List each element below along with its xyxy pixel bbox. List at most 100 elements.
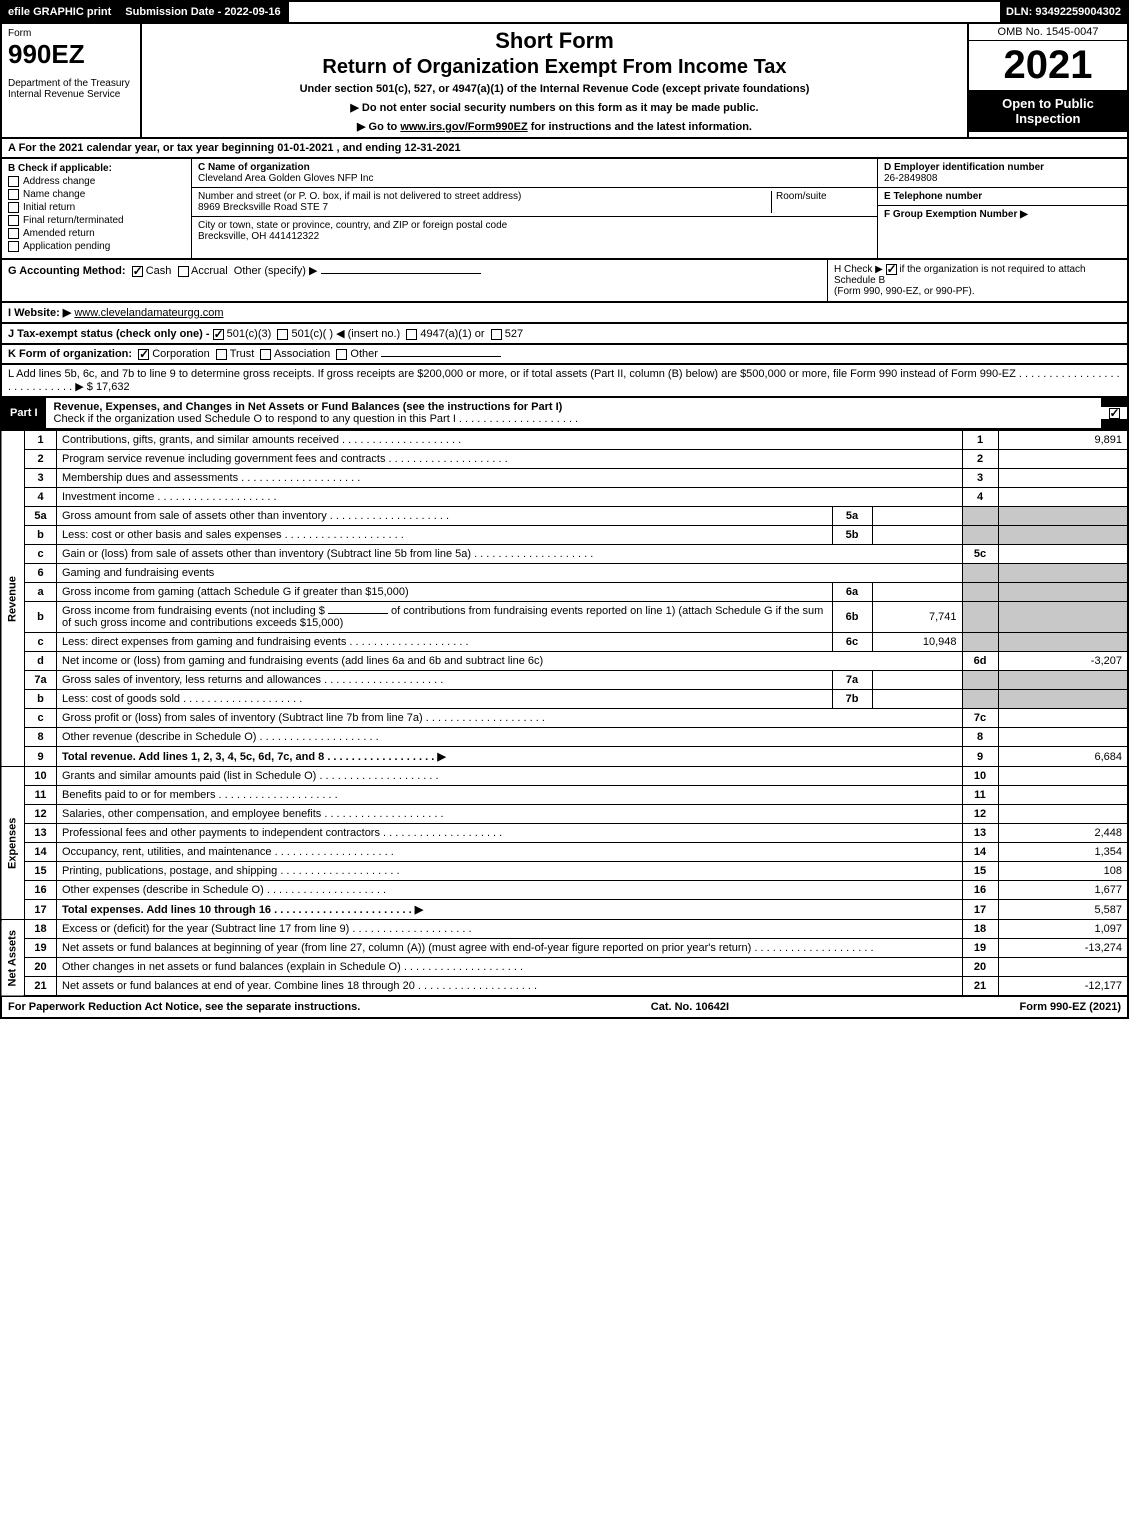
line-num: 14 xyxy=(25,843,57,862)
group-exemption-label: F Group Exemption Number ▶ xyxy=(884,209,1121,220)
website-link[interactable]: www.clevelandamateurgg.com xyxy=(74,307,223,319)
line-num: 15 xyxy=(25,862,57,881)
shaded-cell xyxy=(998,526,1128,545)
line-numcol: 3 xyxy=(962,469,998,488)
section-c: C Name of organization Cleveland Area Go… xyxy=(192,159,877,258)
line-numcol: 14 xyxy=(962,843,998,862)
line-num: 13 xyxy=(25,824,57,843)
line-num: 16 xyxy=(25,881,57,900)
line-numcol: 20 xyxy=(962,958,998,977)
checkbox-icon[interactable] xyxy=(8,241,19,252)
room-suite: Room/suite xyxy=(771,191,871,213)
chk-label: Initial return xyxy=(23,202,75,213)
checkbox-accrual[interactable] xyxy=(178,266,189,277)
h-text3: (Form 990, 990-EZ, or 990-PF). xyxy=(834,286,975,297)
checkbox-icon[interactable] xyxy=(8,176,19,187)
subline-val xyxy=(872,583,962,602)
line-text: Gain or (loss) from sale of assets other… xyxy=(62,548,593,560)
part1-checkbox[interactable] xyxy=(1101,407,1127,419)
chk-name-change[interactable]: Name change xyxy=(8,189,185,200)
checkbox-other[interactable] xyxy=(336,349,347,360)
note2-link[interactable]: www.irs.gov/Form990EZ xyxy=(400,121,527,133)
checkbox-icon[interactable] xyxy=(1109,408,1120,419)
line-numcol: 2 xyxy=(962,450,998,469)
checkbox-501c[interactable] xyxy=(277,329,288,340)
checkbox-icon[interactable] xyxy=(8,228,19,239)
line-7c: c Gross profit or (loss) from sales of i… xyxy=(1,709,1128,728)
line-numcol: 6d xyxy=(962,652,998,671)
line-text: Contributions, gifts, grants, and simila… xyxy=(62,434,461,446)
checkbox-4947[interactable] xyxy=(406,329,417,340)
footer-right: Form 990-EZ (2021) xyxy=(1020,1001,1121,1013)
checkbox-h[interactable] xyxy=(886,264,897,275)
note-goto: ▶ Go to www.irs.gov/Form990EZ for instru… xyxy=(150,120,959,133)
checkbox-icon[interactable] xyxy=(8,215,19,226)
k-other-blank[interactable] xyxy=(381,356,501,357)
checkbox-icon[interactable] xyxy=(8,189,19,200)
line-6b-t1: Gross income from fundraising events (no… xyxy=(62,605,325,617)
line-num: 5a xyxy=(25,507,57,526)
subline-val xyxy=(872,507,962,526)
city-label: City or town, state or province, country… xyxy=(198,220,507,231)
shaded-cell xyxy=(998,564,1128,583)
line-value xyxy=(998,786,1128,805)
g-other-blank[interactable] xyxy=(321,273,481,274)
line-text: Membership dues and assessments xyxy=(62,472,360,484)
checkbox-icon[interactable] xyxy=(8,202,19,213)
line-value xyxy=(998,958,1128,977)
subtitle: Under section 501(c), 527, or 4947(a)(1)… xyxy=(150,83,959,95)
chk-final-return[interactable]: Final return/terminated xyxy=(8,215,185,226)
g-cash: Cash xyxy=(146,265,172,277)
chk-application-pending[interactable]: Application pending xyxy=(8,241,185,252)
chk-label: Application pending xyxy=(23,241,110,252)
line-17: 17 Total expenses. Add lines 10 through … xyxy=(1,900,1128,920)
line-9: 9 Total revenue. Add lines 1, 2, 3, 4, 5… xyxy=(1,747,1128,767)
line-4: 4 Investment income 4 xyxy=(1,488,1128,507)
dln-label: DLN: 93492259004302 xyxy=(1000,2,1127,22)
line-numcol: 4 xyxy=(962,488,998,507)
line-text: Investment income xyxy=(62,491,277,503)
line-6b-blank[interactable] xyxy=(328,613,388,614)
checkbox-527[interactable] xyxy=(491,329,502,340)
subline-num: 7a xyxy=(832,671,872,690)
line-text: Net income or (loss) from gaming and fun… xyxy=(57,652,963,671)
shaded-cell xyxy=(998,602,1128,633)
chk-address-change[interactable]: Address change xyxy=(8,176,185,187)
checkbox-trust[interactable] xyxy=(216,349,227,360)
part1-label: Part I xyxy=(2,404,46,422)
line-num: 7a xyxy=(25,671,57,690)
title-return: Return of Organization Exempt From Incom… xyxy=(150,56,959,79)
chk-initial-return[interactable]: Initial return xyxy=(8,202,185,213)
line-value: 2,448 xyxy=(998,824,1128,843)
tax-year: 2021 xyxy=(969,41,1127,90)
line-text: Net assets or fund balances at end of ye… xyxy=(62,980,537,992)
line-12: 12 Salaries, other compensation, and emp… xyxy=(1,805,1128,824)
shaded-cell xyxy=(962,633,998,652)
part1-subtitle: Check if the organization used Schedule … xyxy=(54,413,579,425)
line-text: Gross profit or (loss) from sales of inv… xyxy=(62,712,545,724)
line-6: 6 Gaming and fundraising events xyxy=(1,564,1128,583)
checkbox-cash[interactable] xyxy=(132,266,143,277)
checkbox-assoc[interactable] xyxy=(260,349,271,360)
h-text1: H Check ▶ xyxy=(834,264,886,275)
addr-label: Number and street (or P. O. box, if mail… xyxy=(198,191,771,202)
line-6a: a Gross income from gaming (attach Sched… xyxy=(1,583,1128,602)
line-num: 11 xyxy=(25,786,57,805)
section-def: D Employer identification number 26-2849… xyxy=(877,159,1127,258)
line-text: Less: direct expenses from gaming and fu… xyxy=(62,636,469,648)
line-5b: b Less: cost or other basis and sales ex… xyxy=(1,526,1128,545)
block-bcdef: B Check if applicable: Address change Na… xyxy=(0,159,1129,260)
line-6c: c Less: direct expenses from gaming and … xyxy=(1,633,1128,652)
line-text: Excess or (deficit) for the year (Subtra… xyxy=(62,923,472,935)
i-label: I Website: ▶ xyxy=(8,307,71,319)
line-value xyxy=(998,545,1128,564)
j-opt2: 501(c)( ) ◀ (insert no.) xyxy=(291,328,400,340)
checkbox-corp[interactable] xyxy=(138,349,149,360)
j-opt1: 501(c)(3) xyxy=(227,328,272,340)
line-text: Gross amount from sale of assets other t… xyxy=(62,510,449,522)
line-value xyxy=(998,709,1128,728)
checkbox-501c3[interactable] xyxy=(213,329,224,340)
chk-amended-return[interactable]: Amended return xyxy=(8,228,185,239)
submission-date: Submission Date - 2022-09-16 xyxy=(119,2,288,22)
subline-num: 5a xyxy=(832,507,872,526)
